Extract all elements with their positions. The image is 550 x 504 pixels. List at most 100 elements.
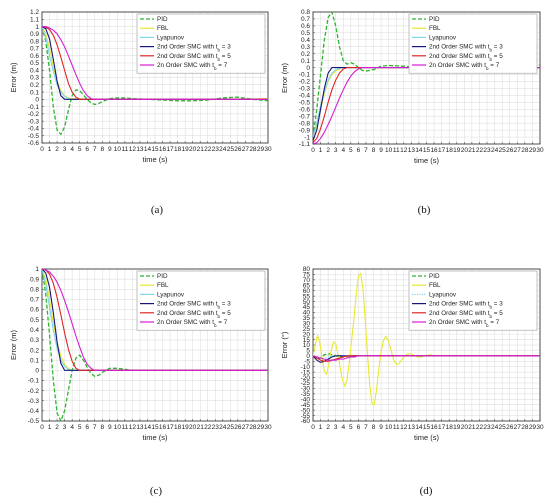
x-tick-label: 25 <box>227 424 235 431</box>
x-tick-label: 9 <box>379 424 383 431</box>
y-tick-label: 0.4 <box>301 37 310 44</box>
x-tick-label: 8 <box>372 424 376 431</box>
x-tick-label: 12 <box>400 147 408 154</box>
legend-label: 2nd Order SMC with tb = 5 <box>429 310 503 319</box>
x-tick-label: 13 <box>408 424 416 431</box>
panel-caption: (c) <box>150 485 163 497</box>
y-axis-label: Error (m) <box>9 62 18 92</box>
x-tick-label: 19 <box>453 147 461 154</box>
y-tick-label: -0.5 <box>28 418 40 425</box>
x-tick-label: 1 <box>48 146 52 153</box>
y-tick-label: 35 <box>303 315 311 322</box>
y-tick-label: -0.3 <box>28 118 40 125</box>
legend-label: 2nd Order SMC with tb = 3 <box>157 44 231 53</box>
x-tick-label: 20 <box>461 147 469 154</box>
x-tick-label: 13 <box>408 147 416 154</box>
y-tick-label: 0.5 <box>30 60 39 67</box>
legend-label: 2nd Order SMC with tb = 5 <box>429 53 503 62</box>
y-tick-label: -0.2 <box>28 111 40 118</box>
y-tick-label: 0 <box>35 97 39 104</box>
series-group <box>42 269 268 421</box>
x-tick-label: 23 <box>483 147 491 154</box>
x-tick-label: 22 <box>204 146 212 153</box>
x-tick-label: 18 <box>446 147 454 154</box>
y-tick-label: -50 <box>301 407 311 414</box>
panel-caption: (d) <box>420 485 433 497</box>
x-tick-label: 29 <box>529 147 537 154</box>
x-tick-label: 5 <box>78 146 82 153</box>
y-tick-label: -30 <box>301 386 311 393</box>
x-tick-label: 27 <box>514 147 522 154</box>
x-tick-label: 12 <box>129 146 137 153</box>
x-tick-label: 29 <box>257 146 265 153</box>
y-tick-label: 0.1 <box>30 89 39 96</box>
x-tick-label: 25 <box>499 147 507 154</box>
y-axis-label: Error (m) <box>280 63 289 93</box>
legend-label: Lyapunov <box>429 291 457 298</box>
x-tick-label: 26 <box>234 146 242 153</box>
y-tick-label: -20 <box>301 375 311 382</box>
x-tick-label: 29 <box>257 424 265 431</box>
x-tick-label: 17 <box>166 424 174 431</box>
legend-label: 2nd Order SMC with tb = 5 <box>157 310 231 319</box>
y-tick-label: 0.3 <box>301 44 310 51</box>
y-tick-label: -1 <box>304 134 310 141</box>
x-tick-label: 26 <box>234 424 242 431</box>
y-tick-label: -0.5 <box>28 133 40 140</box>
legend-label: 2n Order SMC with tb = 7 <box>429 62 500 71</box>
x-tick-label: 14 <box>144 146 152 153</box>
y-tick-label: -0.3 <box>28 398 40 405</box>
x-tick-label: 20 <box>189 146 197 153</box>
x-tick-label: 16 <box>430 424 438 431</box>
y-tick-label: 0.7 <box>301 16 310 23</box>
legend-label: 2nd Order SMC with tb = 5 <box>157 53 231 62</box>
x-axis-label: time (s) <box>414 433 440 442</box>
x-tick-label: 6 <box>85 424 89 431</box>
x-tick-label: 3 <box>334 424 338 431</box>
x-tick-label: 3 <box>334 147 338 154</box>
y-tick-label: 0.1 <box>301 58 310 65</box>
legend-label: FBL <box>429 282 441 289</box>
y-tick-label: 0.5 <box>30 317 39 324</box>
x-tick-label: 27 <box>242 424 250 431</box>
y-tick-label: 0.6 <box>301 23 310 30</box>
x-tick-label: 8 <box>372 147 376 154</box>
x-tick-label: 2 <box>55 146 59 153</box>
y-tick-label: 0.4 <box>30 67 39 74</box>
x-tick-label: 29 <box>529 424 537 431</box>
legend-label: 2nd Order SMC with tb = 3 <box>429 301 503 310</box>
chart-panel-c: 0 1 2 3 4 5 6 7 8 9 10 11 12 13 14 15 16 17 18 19 20 21 22 23 24… <box>9 266 272 497</box>
y-tick-label: -25 <box>301 380 311 387</box>
x-tick-label: 25 <box>227 146 235 153</box>
x-tick-label: 5 <box>349 147 353 154</box>
x-tick-label: 1 <box>48 424 52 431</box>
x-tick-label: 9 <box>108 146 112 153</box>
y-tick-label: 1 <box>35 24 39 31</box>
x-tick-label: 20 <box>461 424 469 431</box>
y-tick-label: 0 <box>306 65 310 72</box>
y-tick-label: 0.5 <box>301 30 310 37</box>
x-tick-label: 10 <box>114 424 122 431</box>
y-tick-label: 1.2 <box>30 9 39 16</box>
x-tick-label: 11 <box>121 424 128 431</box>
y-axis-label: Error (m) <box>9 330 18 360</box>
x-tick-label: 28 <box>521 424 529 431</box>
legend-box <box>408 270 538 331</box>
legend-box <box>136 270 266 331</box>
x-tick-label: 7 <box>364 147 368 154</box>
y-tick-label: 5 <box>306 348 310 355</box>
x-tick-label: 2 <box>326 424 330 431</box>
y-tick-label: 0.6 <box>30 307 39 314</box>
y-tick-label: -0.1 <box>28 104 40 111</box>
x-tick-label: 23 <box>212 146 220 153</box>
x-tick-label: 14 <box>144 424 152 431</box>
x-tick-label: 24 <box>491 147 499 154</box>
x-tick-label: 19 <box>182 424 190 431</box>
x-tick-label: 28 <box>521 147 529 154</box>
x-tick-label: 30 <box>536 424 544 431</box>
y-tick-label: -0.4 <box>28 408 40 415</box>
x-tick-label: 5 <box>349 424 353 431</box>
y-tick-label: 0.2 <box>30 347 39 354</box>
